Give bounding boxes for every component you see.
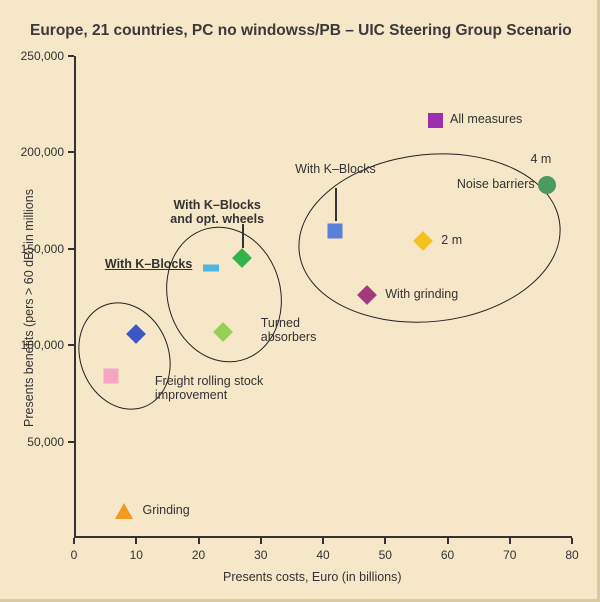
annotation-a-freight: Freight rolling stock improvement — [155, 374, 263, 402]
annotation-a-kblocks-l: With K–Blocks — [105, 257, 192, 271]
chart-frame: Europe, 21 countries, PC no windowss/PB … — [0, 0, 600, 602]
point-with-k-blocks-bar — [203, 265, 219, 272]
legend-label: All measures — [450, 112, 522, 126]
x-axis-label: Presents costs, Euro (in billions) — [223, 570, 402, 584]
x-tick — [260, 538, 262, 544]
x-tick — [198, 538, 200, 544]
x-tick — [447, 538, 449, 544]
x-tick-label: 40 — [316, 548, 329, 562]
x-tick-label: 50 — [379, 548, 392, 562]
annotation-a-noise: Noise barriers — [457, 177, 535, 191]
chart-title: Europe, 21 countries, PC no windowss/PB … — [30, 22, 572, 40]
leader-line — [242, 224, 244, 248]
x-tick-label: 0 — [71, 548, 78, 562]
annotation-a-kblocks-r: With K–Blocks — [295, 162, 376, 176]
y-tick — [68, 441, 74, 443]
point-with-k-blocks-right — [328, 224, 343, 239]
x-tick-label: 70 — [503, 548, 516, 562]
annotation-a-2m: 2 m — [441, 233, 462, 247]
y-tick — [68, 344, 74, 346]
x-tick — [322, 538, 324, 544]
annotation-a-4m: 4 m — [530, 152, 551, 166]
y-tick — [68, 248, 74, 250]
annotation-a-turned: Turned absorbers — [261, 316, 317, 344]
y-tick-label: 50,000 — [4, 435, 64, 449]
y-tick — [68, 151, 74, 153]
x-tick-label: 10 — [130, 548, 143, 562]
y-tick-label: 250,000 — [4, 49, 64, 63]
x-tick — [384, 538, 386, 544]
point-grinding — [115, 503, 133, 519]
legend-marker — [428, 113, 443, 128]
point-noise-4m — [538, 176, 556, 194]
annotation-a-grind-r: With grinding — [385, 287, 458, 301]
x-tick — [509, 538, 511, 544]
y-axis-label: Presents benefits (pers > 60 dB) in mill… — [22, 189, 36, 427]
y-tick-label: 200,000 — [4, 145, 64, 159]
x-tick — [571, 538, 573, 544]
x-tick-label: 80 — [565, 548, 578, 562]
x-tick-label: 60 — [441, 548, 454, 562]
annotation-a-kblocks-opt: With K–Blocks and opt. wheels — [170, 198, 264, 226]
leader-line — [335, 188, 337, 222]
x-tick-label: 30 — [254, 548, 267, 562]
annotation-a-grinding: Grinding — [142, 503, 189, 517]
x-tick — [73, 538, 75, 544]
y-tick — [68, 55, 74, 57]
x-tick — [135, 538, 137, 544]
plot-area: 0102030405060708050,000100,000150,000200… — [74, 56, 572, 538]
point-freight-improvement — [104, 369, 119, 384]
x-tick-label: 20 — [192, 548, 205, 562]
